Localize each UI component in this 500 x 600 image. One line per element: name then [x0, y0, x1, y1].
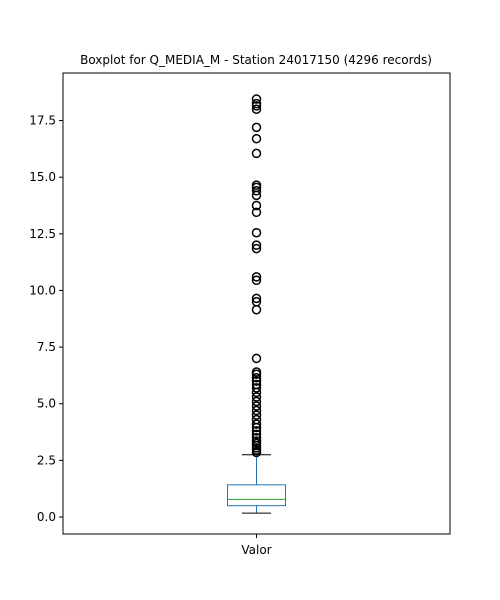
x-category-label: Valor [241, 543, 271, 557]
outlier-point [251, 180, 262, 190]
iqr-box [227, 484, 286, 507]
y-tick-label: 15.0 [29, 170, 56, 184]
outlier-point [251, 243, 262, 254]
y-tick-label: 2.5 [37, 453, 56, 467]
outlier-point [251, 372, 262, 383]
outlier-point [251, 429, 262, 440]
outlier-point [251, 104, 262, 114]
outlier-point [251, 133, 262, 144]
y-axis: 0.0 2.5 5.0 7.5 10.0 12.5 15.0 17.5 [29, 114, 63, 524]
outlier-point [251, 98, 262, 109]
outlier-point [251, 383, 262, 393]
outlier-point [251, 414, 262, 425]
outlier-point [251, 379, 262, 390]
outlier-point [251, 410, 262, 420]
outlier-point [251, 293, 262, 304]
outlier-point [251, 148, 262, 159]
outlier-point [251, 122, 262, 133]
outlier-point [251, 432, 262, 443]
outlier-point [251, 392, 262, 402]
outlier-point [251, 367, 262, 377]
outlier-point [251, 297, 262, 307]
outlier-point [251, 405, 262, 416]
outlier-point [251, 376, 262, 386]
outlier-point [251, 353, 262, 364]
chart-title: Boxplot for Q_MEDIA_M - Station 24017150… [80, 53, 432, 67]
outlier-point [251, 396, 262, 407]
y-tick-label: 0.0 [37, 510, 56, 524]
outlier-point [251, 401, 262, 411]
y-tick-label: 5.0 [37, 397, 56, 411]
y-tick-label: 10.0 [29, 283, 56, 297]
x-axis: Valor [241, 534, 272, 557]
outlier-point [251, 94, 262, 104]
outlier-point [251, 419, 262, 429]
plot-area [227, 94, 286, 514]
outlier-point [251, 186, 262, 196]
outlier-point [251, 304, 262, 315]
outlier-point [251, 227, 262, 238]
y-tick-label: 12.5 [29, 227, 56, 241]
y-tick-label: 7.5 [37, 340, 56, 354]
y-tick-label: 17.5 [29, 114, 56, 128]
outlier-point [251, 436, 262, 446]
outlier-point [251, 426, 262, 436]
outlier-point [251, 207, 262, 218]
outlier-point [251, 240, 262, 250]
outlier-point [251, 275, 262, 286]
outlier-point [251, 200, 262, 211]
outlier-point [251, 272, 262, 282]
